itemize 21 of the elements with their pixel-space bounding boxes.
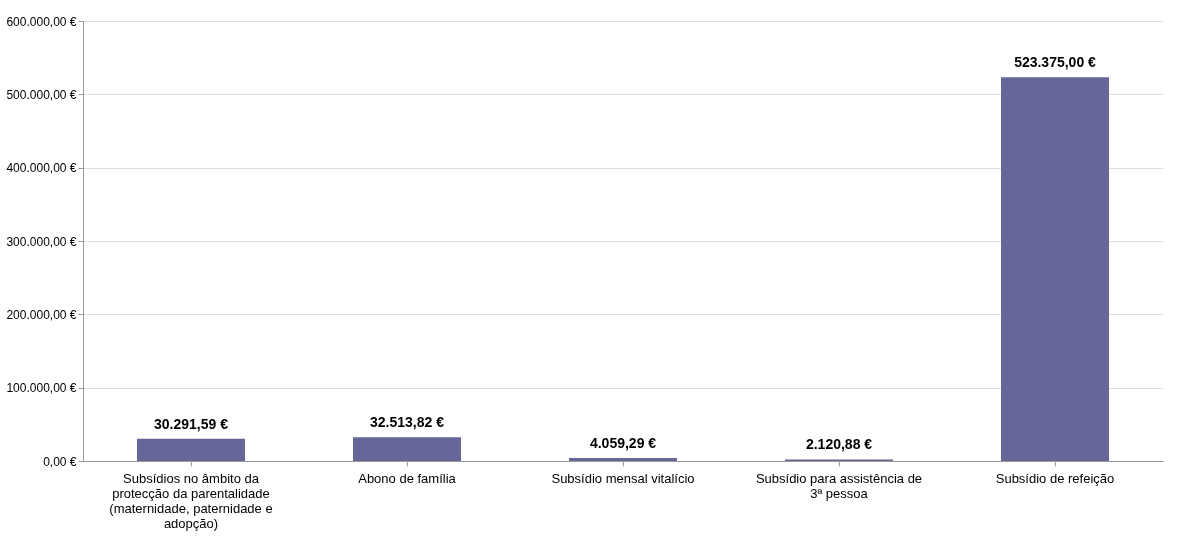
- y-tick-label: 300.000,00 €: [6, 234, 77, 249]
- y-tick-label: 600.000,00 €: [6, 14, 77, 29]
- x-tick-label: Subsídio de refeição: [995, 470, 1115, 486]
- data-label: 30.291,59 €: [154, 415, 229, 432]
- data-label: 32.513,82 €: [370, 414, 445, 431]
- y-tick-label: 100.000,00 €: [6, 381, 77, 396]
- y-tick-label: 0,00 €: [43, 454, 77, 469]
- data-label: 523.375,00 €: [1014, 54, 1097, 71]
- x-tick-label: Subsídio mensal vitalício: [551, 470, 695, 486]
- x-tick-label: Abono de família: [358, 470, 457, 486]
- x-tick-label: Subsídios no âmbito da protecção da parentalidade (maternidade, paternidade e adopção): [109, 470, 273, 531]
- y-tick-label: 500.000,00 €: [6, 87, 77, 102]
- data-label: 2.120,88 €: [805, 436, 873, 453]
- x-tick-label: Subsídio para assistência de 3ª pessoa: [755, 470, 923, 501]
- bar: [353, 437, 461, 461]
- y-tick-label: 400.000,00 €: [6, 161, 77, 176]
- bar: [1001, 77, 1109, 461]
- bar: [569, 458, 677, 461]
- data-label: 4.059,29 €: [589, 435, 657, 452]
- y-tick-label: 200.000,00 €: [6, 307, 77, 322]
- bar: [137, 438, 245, 461]
